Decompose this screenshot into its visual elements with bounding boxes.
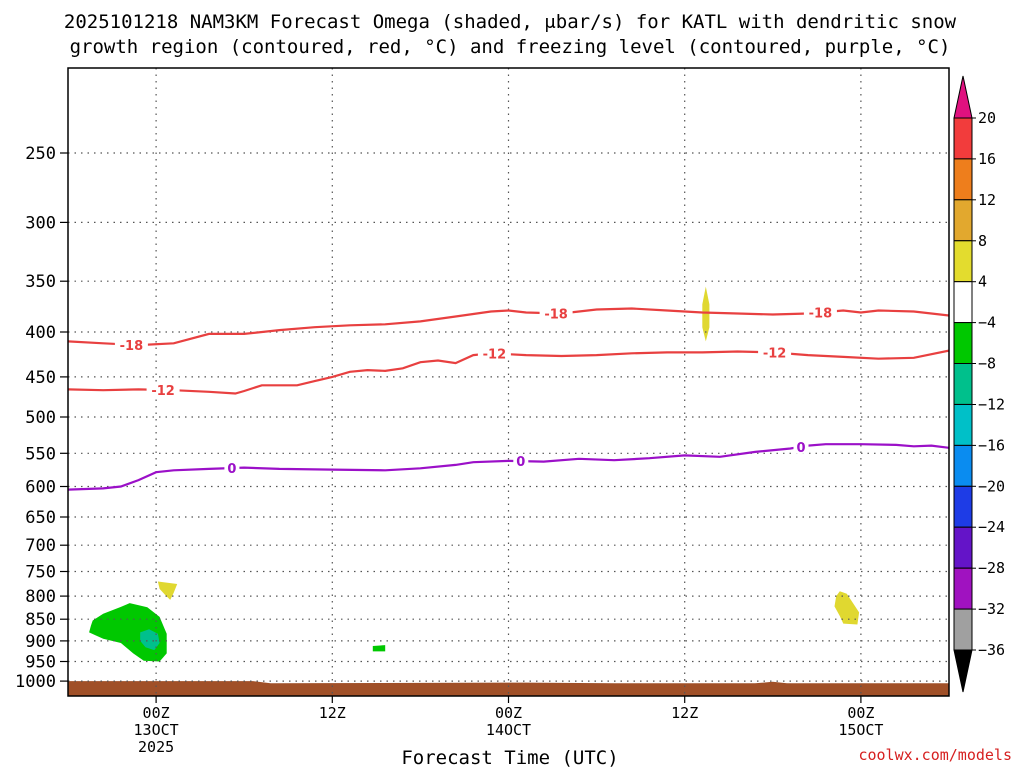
- xtick-label-10-1: 12Z: [319, 704, 346, 722]
- colorbar-tick-label-13: −32: [978, 600, 1005, 618]
- ytick-label-1000: 1000: [15, 672, 56, 692]
- xtick-label-20-1: 00Z: [495, 704, 522, 722]
- ytick-label-250: 250: [25, 144, 56, 164]
- colorbar-tick-label-5: 4: [978, 273, 987, 291]
- contour-label-bg-3-3: [803, 305, 837, 320]
- ytick-label-850: 850: [25, 610, 56, 630]
- ytick-label-450: 450: [25, 368, 56, 388]
- contour-label-2-1: -12: [151, 384, 175, 399]
- ytick-label-350: 350: [25, 272, 56, 292]
- title-line-1: 2025101218 NAM3KM Forecast Omega (shaded…: [64, 11, 957, 33]
- colorbar-bin-10: [953, 485, 973, 528]
- colorbar-bin-4: [953, 240, 973, 283]
- colorbar-bin-9: [953, 444, 973, 487]
- colorbar-tick-label-12: −28: [978, 559, 1005, 577]
- contour-label-2-2: -12: [483, 348, 507, 363]
- colorbar-bin-8: [953, 404, 973, 446]
- contour-label-1-2: 0: [516, 455, 525, 470]
- colorbar-bin-1: [953, 117, 973, 160]
- omega-region-4: [157, 581, 178, 600]
- ytick-label-800: 800: [25, 587, 56, 607]
- ground-fill: [68, 681, 949, 696]
- colorbar-tick-label-10: −20: [978, 477, 1005, 495]
- colorbar-tick-label-14: −36: [978, 641, 1005, 659]
- xtick-label-20-2: 14OCT: [486, 721, 531, 739]
- colorbar-tick-label-3: 12: [978, 191, 996, 209]
- ytick-label-750: 750: [25, 563, 56, 583]
- colorbar-bin-7: [953, 363, 973, 405]
- ytick-label-950: 950: [25, 653, 56, 673]
- xtick-label-0-1: 00Z: [143, 704, 170, 722]
- ytick-label-500: 500: [25, 408, 56, 428]
- omega-region-3: [372, 645, 386, 652]
- colorbar: 20 16 12 8 4 −4 −8 −12 −16 −20 −24 −28 −32 −36: [953, 75, 1005, 693]
- colorbar-tick-label-8: −12: [978, 396, 1005, 414]
- ytick-label-550: 550: [25, 444, 56, 464]
- contour-label-bg-2-1: [146, 383, 180, 397]
- ytick-label-600: 600: [25, 478, 56, 498]
- ytick-label-900: 900: [25, 632, 56, 652]
- ytick-label-400: 400: [25, 323, 56, 343]
- pressure-axis: 2503003504004505005506006507007508008509…: [15, 144, 68, 692]
- xtick-label-30-1: 12Z: [671, 704, 698, 722]
- credit-text: coolwx.com/models: [858, 746, 1012, 764]
- ytick-label-700: 700: [25, 536, 56, 556]
- ground-layer: [68, 681, 949, 696]
- omega-region-5: [702, 286, 710, 342]
- ytick-label-300: 300: [25, 213, 56, 233]
- ytick-label-650: 650: [25, 508, 56, 528]
- contour-label-bg-1-1: [224, 461, 240, 476]
- colorbar-bin-5: [953, 281, 973, 324]
- title-line-2: growth region (contoured, red, °C) and f…: [70, 36, 951, 58]
- colorbar-top-arrow: [953, 75, 973, 119]
- xtick-label-40-1: 00Z: [847, 704, 874, 722]
- colorbar-tick-label-7: −8: [978, 355, 996, 373]
- contour-label-1-3: 0: [796, 441, 805, 456]
- colorbar-tick-label-2: 16: [978, 150, 996, 168]
- contour-label-bg-2-2: [477, 346, 511, 361]
- contour-label-2-3: -12: [763, 347, 787, 362]
- colorbar-tick-label-4: 8: [978, 232, 987, 250]
- gridlines: [68, 68, 949, 696]
- xtick-label-0-3: 2025: [138, 738, 174, 756]
- colorbar-bottom-arrow: [953, 649, 973, 693]
- contour-label-1-1: 0: [227, 462, 236, 477]
- colorbar-tick-label-6: −4: [978, 314, 996, 332]
- contour-label-bg-2-3: [758, 345, 792, 360]
- contour-label-3-1: -18: [120, 339, 144, 354]
- contour-label-3-3: -18: [809, 306, 833, 321]
- colorbar-bin-13: [953, 608, 973, 651]
- contour-line-1: [68, 443, 949, 491]
- colorbar-bin-3: [953, 199, 973, 242]
- contour-label-bg-3-2: [539, 306, 573, 321]
- contour-layer: 0 0 0 -12 -12 -12 -18 -18 -18: [68, 305, 949, 491]
- chart-title: 2025101218 NAM3KM Forecast Omega (shaded…: [64, 11, 957, 58]
- colorbar-bin-6: [953, 322, 973, 365]
- omega-region-2: [140, 629, 160, 651]
- contour-label-bg-3-1: [114, 337, 148, 352]
- omega-shading-layer: [89, 286, 860, 662]
- colorbar-tick-label-9: −16: [978, 436, 1005, 454]
- contour-label-3-2: -18: [544, 307, 568, 322]
- contour-label-bg-1-2: [513, 454, 529, 469]
- omega-region-6: [834, 591, 860, 625]
- contour-label-bg-1-3: [793, 439, 809, 454]
- colorbar-bin-12: [953, 567, 973, 610]
- colorbar-tick-label-11: −24: [978, 518, 1005, 536]
- xtick-label-40-2: 15OCT: [838, 721, 883, 739]
- colorbar-bin-11: [953, 526, 973, 569]
- x-axis-label: Forecast Time (UTC): [401, 747, 618, 768]
- colorbar-bin-2: [953, 158, 973, 201]
- colorbar-tick-label-1: 20: [978, 109, 996, 127]
- xtick-label-0-2: 13OCT: [134, 721, 179, 739]
